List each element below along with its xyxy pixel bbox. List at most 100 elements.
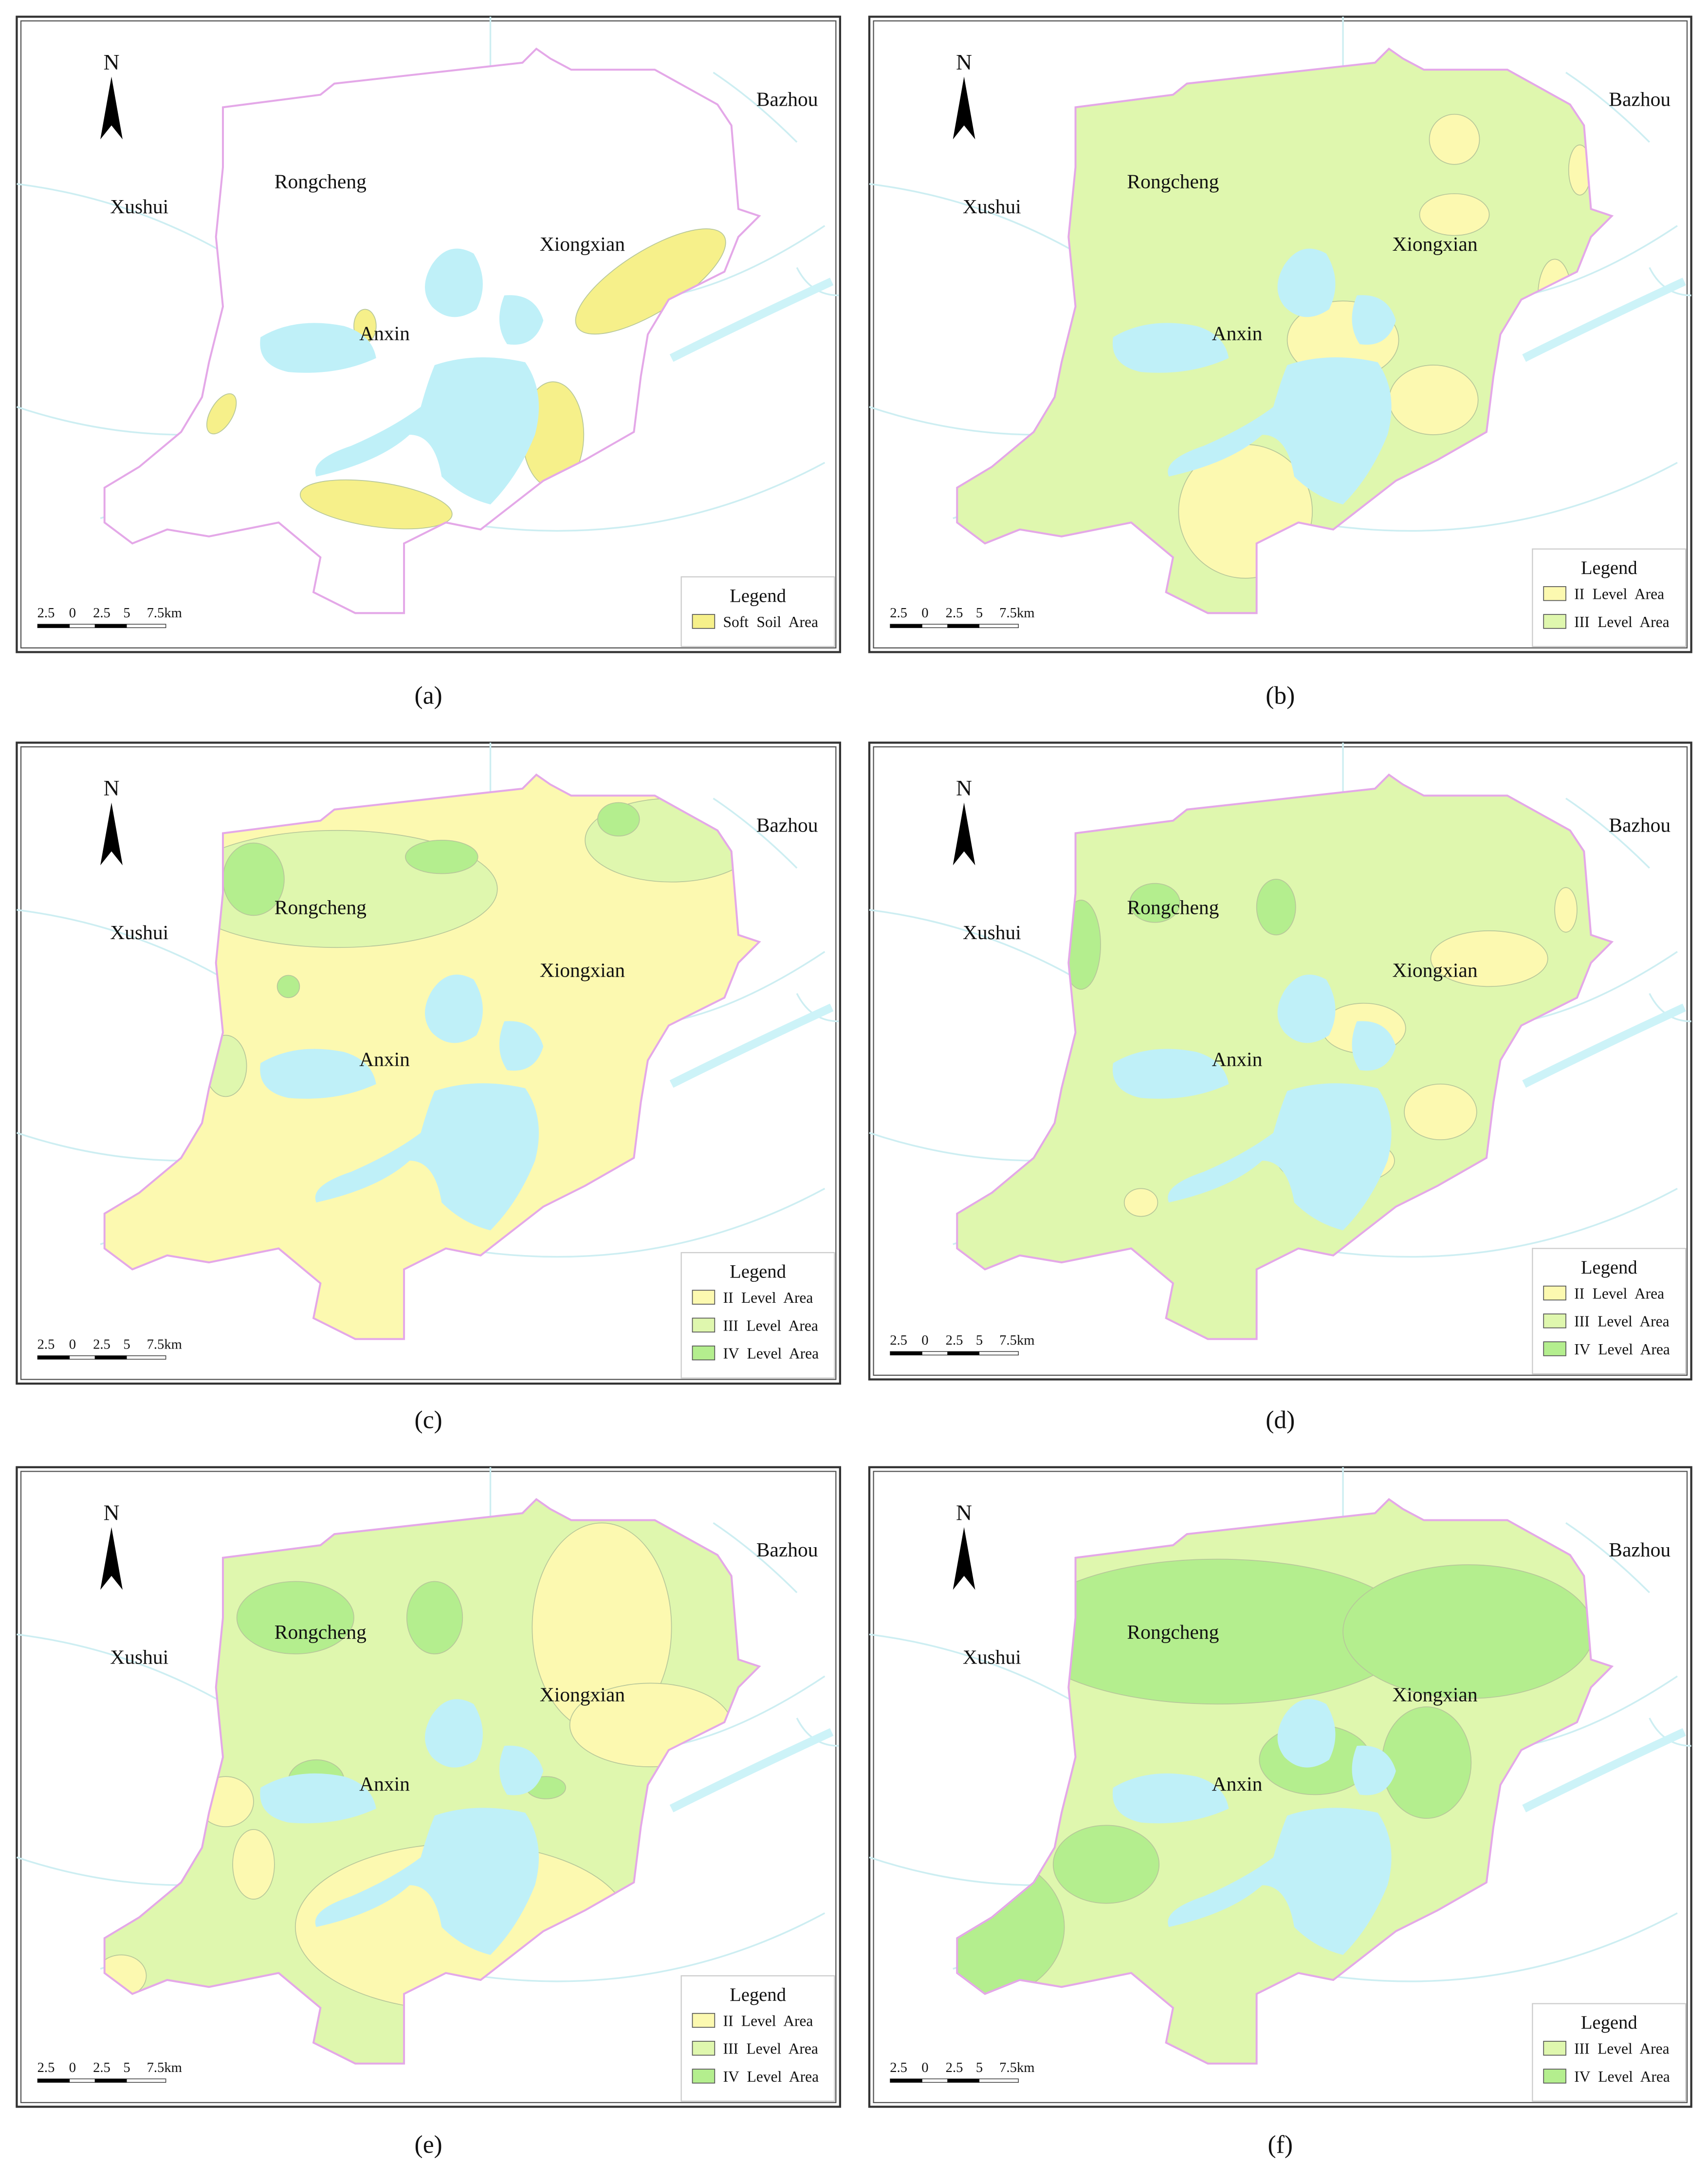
zone bbox=[276, 975, 300, 999]
north-label: N bbox=[103, 1500, 119, 1525]
panel-label: (b) bbox=[1266, 682, 1295, 709]
place-name: Xiongxian bbox=[1392, 959, 1477, 981]
place-name: Xiongxian bbox=[540, 233, 625, 255]
zone bbox=[1429, 113, 1480, 165]
north-arrow bbox=[100, 802, 123, 866]
map-panel: N Bazhou Rongcheng Xushui Xiongxian Anxin 2.5 0… bbox=[868, 741, 1692, 1381]
lake bbox=[424, 248, 483, 317]
legend-swatch bbox=[692, 1317, 716, 1332]
place-name: Xiongxian bbox=[1392, 233, 1477, 255]
scale-label: 2.5 bbox=[890, 2060, 907, 2075]
scale-bar-seg bbox=[94, 1355, 127, 1359]
scale-label: 5 bbox=[976, 1332, 983, 1348]
scale-label: 2.5 bbox=[37, 2060, 55, 2075]
road bbox=[1565, 797, 1650, 869]
zone bbox=[406, 1581, 463, 1655]
lake bbox=[1352, 295, 1396, 345]
place-name: Xiongxian bbox=[1392, 1683, 1477, 1706]
legend-item: IV Level Area bbox=[1574, 2068, 1670, 2085]
lake bbox=[499, 1021, 544, 1071]
scale-label: 2.5 bbox=[890, 1332, 907, 1348]
scale-label: 5 bbox=[123, 605, 130, 621]
north-label: N bbox=[103, 776, 119, 800]
zone bbox=[1388, 365, 1479, 435]
lake bbox=[315, 1808, 539, 1955]
scale-label: 7.5km bbox=[147, 1336, 182, 1352]
lake bbox=[315, 357, 539, 505]
legend-item: III Level Area bbox=[1574, 1313, 1669, 1330]
zone bbox=[1256, 879, 1296, 936]
lake bbox=[1168, 1083, 1392, 1231]
zone bbox=[299, 479, 453, 530]
legend-swatch bbox=[1543, 1313, 1566, 1329]
road bbox=[869, 406, 1037, 436]
scale-label: 7.5km bbox=[999, 1332, 1034, 1348]
zone bbox=[1430, 930, 1548, 987]
legend-box bbox=[680, 576, 835, 647]
scale-bar-seg bbox=[37, 624, 70, 628]
place-name: Xushui bbox=[963, 921, 1021, 943]
place-name: Anxin bbox=[1212, 1773, 1263, 1795]
lake bbox=[260, 1773, 376, 1824]
lake bbox=[260, 323, 376, 373]
road bbox=[869, 1633, 1079, 1705]
lake bbox=[1352, 1021, 1396, 1071]
place-name: Anxin bbox=[359, 322, 410, 344]
legend-title: Legend bbox=[1581, 558, 1637, 578]
north-arrow bbox=[953, 802, 975, 866]
county-fill bbox=[104, 49, 759, 613]
place-name: Xushui bbox=[963, 1646, 1021, 1668]
zone bbox=[1404, 1083, 1477, 1141]
river bbox=[669, 1003, 834, 1088]
map-panel: N Bazhou Rongcheng Xushui Xiongxian Anxin 2.5 0… bbox=[16, 16, 842, 653]
map-panel: N Bazhou Rongcheng Xushui Xiongxian Anxin 2.5 0… bbox=[16, 1466, 842, 2108]
map-panel: N Bazhou Rongcheng Xushui Xiongxian Anxin 2.5 0… bbox=[16, 741, 842, 1385]
legend-swatch bbox=[1543, 586, 1566, 601]
place-name: Xiongxian bbox=[540, 1683, 625, 1706]
place-name: Rongcheng bbox=[1127, 1621, 1219, 1643]
scale-label: 0 bbox=[69, 2060, 76, 2075]
scale-bar-seg bbox=[94, 624, 127, 628]
lake bbox=[1112, 323, 1229, 373]
river bbox=[669, 1728, 834, 1812]
lake bbox=[1277, 1699, 1336, 1768]
place-name: Anxin bbox=[359, 1048, 410, 1070]
road bbox=[1565, 1522, 1650, 1593]
lake bbox=[1112, 1773, 1229, 1824]
lake bbox=[1277, 248, 1336, 317]
zones bbox=[957, 1558, 1595, 2000]
road bbox=[17, 1633, 226, 1705]
road bbox=[869, 909, 1079, 980]
road bbox=[713, 797, 798, 869]
legend-swatch bbox=[692, 2041, 716, 2056]
panel-inner-frame bbox=[20, 20, 837, 649]
scale-label: 7.5km bbox=[999, 605, 1034, 621]
legend-swatch bbox=[1543, 2069, 1566, 2084]
scale-label: 2.5 bbox=[93, 605, 110, 621]
zone bbox=[405, 839, 478, 874]
panel-inner-frame bbox=[873, 746, 1688, 1376]
road bbox=[869, 183, 1079, 255]
place-name: Anxin bbox=[1212, 322, 1263, 344]
legend-item: IV Level Area bbox=[723, 2068, 819, 2085]
scale-bar-seg bbox=[947, 1351, 980, 1355]
zone bbox=[597, 802, 640, 837]
scale-label: 0 bbox=[921, 605, 928, 621]
map-panel: N Bazhou Rongcheng Xushui Xiongxian Anxin 2.5 0… bbox=[868, 1466, 1692, 2108]
scale-label: 7.5km bbox=[999, 2060, 1034, 2075]
scale-bar-seg bbox=[890, 624, 922, 628]
lake bbox=[1168, 357, 1392, 505]
place-name: Xushui bbox=[110, 921, 168, 943]
zone bbox=[236, 1581, 354, 1655]
lake bbox=[1112, 1049, 1229, 1099]
zone bbox=[206, 393, 237, 435]
county-boundary bbox=[103, 1498, 761, 2065]
legend-item: II Level Area bbox=[723, 1289, 813, 1306]
river bbox=[1522, 277, 1686, 362]
road bbox=[16, 1856, 184, 1886]
panel-label: (a) bbox=[415, 682, 442, 709]
road bbox=[17, 183, 226, 255]
river bbox=[669, 277, 834, 362]
scale-label: 0 bbox=[921, 2060, 928, 2075]
map-panel: N Bazhou Rongcheng Xushui Xiongxian Anxin 2.5 0… bbox=[868, 16, 1692, 653]
